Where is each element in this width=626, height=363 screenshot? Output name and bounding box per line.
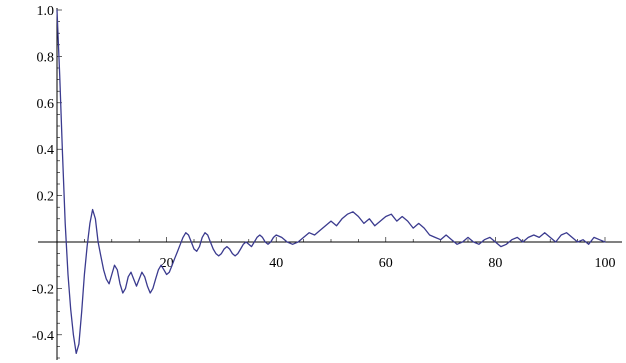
- x-tick-label: 80: [488, 256, 502, 271]
- y-tick-label: 1.0: [37, 4, 55, 19]
- x-tick-labels: 20 40 60 80 100: [160, 256, 616, 271]
- x-tick-label: 100: [595, 256, 616, 271]
- y-tick-label: -0.4: [32, 329, 54, 344]
- series-layer: [56, 9, 606, 355]
- y-tick-label: 0.6: [37, 97, 55, 112]
- y-tick-label: -0.2: [32, 282, 54, 297]
- x-tick-label: 40: [269, 256, 283, 271]
- x-ticks: [84, 237, 606, 242]
- y-tick-label: 0.2: [37, 190, 55, 205]
- x-axis: 20 40 60 80 100: [38, 237, 622, 271]
- series-line-1: [56, 9, 606, 355]
- y-tick-label: 0.4: [37, 143, 55, 158]
- y-axis: 1.0 0.8 0.6 0.4 0.2 -0.2 -0.4: [32, 4, 62, 360]
- y-tick-labels: 1.0 0.8 0.6 0.4 0.2 -0.2 -0.4: [32, 4, 54, 344]
- x-tick-label: 60: [379, 256, 393, 271]
- y-tick-label: 0.8: [37, 50, 55, 65]
- x-tick-label: 20: [160, 256, 174, 271]
